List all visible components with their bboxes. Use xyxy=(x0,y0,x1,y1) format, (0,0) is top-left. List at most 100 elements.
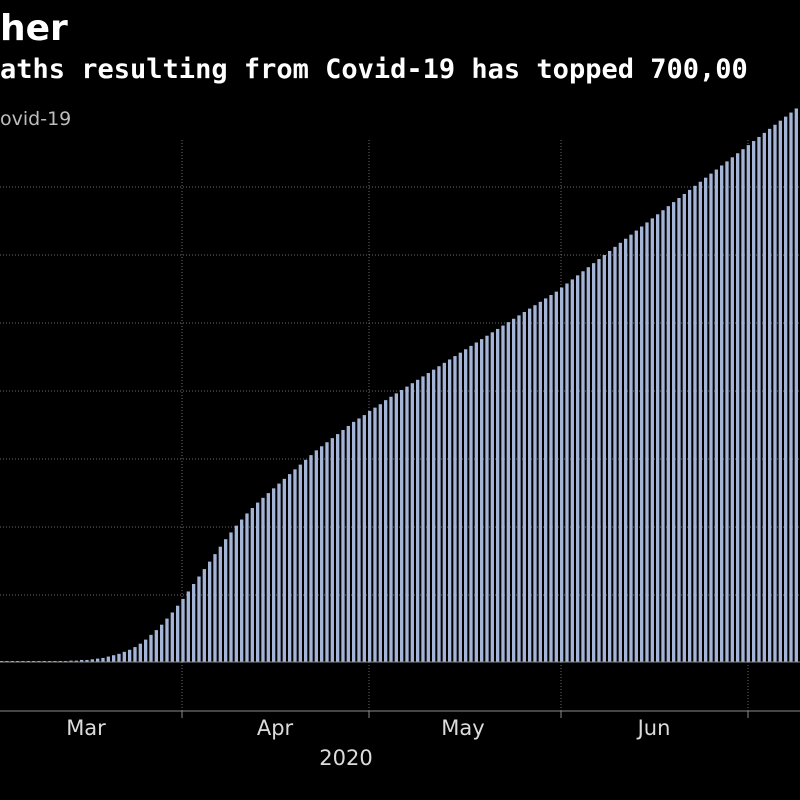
bar xyxy=(490,332,494,662)
bar xyxy=(784,116,788,663)
bar xyxy=(149,634,153,662)
bar xyxy=(176,605,180,662)
bar xyxy=(634,230,638,662)
bar xyxy=(693,185,697,662)
bar xyxy=(288,474,292,662)
bar xyxy=(416,379,420,662)
bar xyxy=(106,656,110,662)
bar xyxy=(778,120,782,662)
bar xyxy=(560,287,564,662)
bar xyxy=(688,189,692,662)
bar xyxy=(346,425,350,662)
bar xyxy=(101,657,105,662)
bar xyxy=(709,173,713,662)
bar xyxy=(565,283,569,662)
bar xyxy=(218,546,222,662)
bar xyxy=(736,153,740,662)
bar xyxy=(314,450,318,662)
bar xyxy=(165,618,169,662)
bar xyxy=(725,161,729,662)
bar xyxy=(128,649,132,662)
bar xyxy=(117,653,121,662)
bar xyxy=(720,165,724,662)
bar xyxy=(570,279,574,662)
bar xyxy=(197,576,201,662)
bar xyxy=(602,255,606,662)
bar xyxy=(794,108,798,663)
bar xyxy=(293,469,297,662)
x-tick-label: Apr xyxy=(257,716,294,740)
bar xyxy=(186,591,190,662)
bar xyxy=(122,651,126,663)
bar xyxy=(240,519,244,662)
bar xyxy=(298,464,302,663)
bar xyxy=(581,271,585,662)
bar xyxy=(645,222,649,662)
bar xyxy=(74,660,78,662)
bar xyxy=(266,493,270,663)
bar xyxy=(618,242,622,663)
bar xyxy=(394,393,398,662)
bar xyxy=(80,659,84,662)
bar xyxy=(682,193,686,662)
bar xyxy=(245,513,249,662)
bar xyxy=(272,488,276,662)
bar xyxy=(608,250,612,662)
bar xyxy=(480,339,484,662)
bar xyxy=(544,298,548,662)
bar xyxy=(69,660,73,662)
bar xyxy=(432,369,436,662)
bar xyxy=(202,569,206,662)
bar xyxy=(96,658,100,662)
bar xyxy=(506,322,510,662)
bar xyxy=(325,442,329,662)
bar xyxy=(496,328,500,662)
bar xyxy=(586,267,590,662)
bar xyxy=(538,301,542,662)
bar xyxy=(677,198,681,662)
bar xyxy=(138,643,142,662)
bar xyxy=(576,275,580,662)
bar xyxy=(714,169,718,662)
bar xyxy=(309,455,313,662)
bar xyxy=(192,583,196,662)
bar xyxy=(613,246,617,663)
bar xyxy=(650,218,654,662)
bar xyxy=(528,308,532,662)
bar xyxy=(469,345,473,662)
bar xyxy=(144,639,148,662)
bar xyxy=(768,128,772,662)
bar xyxy=(400,389,404,662)
bar xyxy=(426,373,430,662)
bar xyxy=(698,181,702,663)
bar xyxy=(170,612,174,662)
bar xyxy=(592,263,596,662)
bar xyxy=(517,315,521,662)
bar xyxy=(224,539,228,662)
bar xyxy=(549,295,553,662)
bar xyxy=(250,508,254,662)
bar xyxy=(464,349,468,662)
bar xyxy=(730,157,734,662)
bar xyxy=(277,483,281,662)
bar xyxy=(154,630,158,662)
bar xyxy=(597,259,601,662)
bar xyxy=(458,352,462,662)
bar xyxy=(640,226,644,662)
bar xyxy=(112,655,116,662)
bar xyxy=(410,383,414,662)
bar xyxy=(757,136,761,663)
bar xyxy=(752,141,756,663)
bar xyxy=(448,359,452,662)
bar xyxy=(704,177,708,663)
bar xyxy=(437,366,441,662)
bar xyxy=(85,659,89,662)
bar xyxy=(213,554,217,662)
bar xyxy=(256,502,260,662)
bar xyxy=(453,356,457,662)
x-axis-ticks: Mar Apr May Jun 2020 xyxy=(66,711,749,770)
bar xyxy=(373,407,377,663)
bar xyxy=(320,446,324,662)
series-label: ovid-19 xyxy=(0,108,72,130)
